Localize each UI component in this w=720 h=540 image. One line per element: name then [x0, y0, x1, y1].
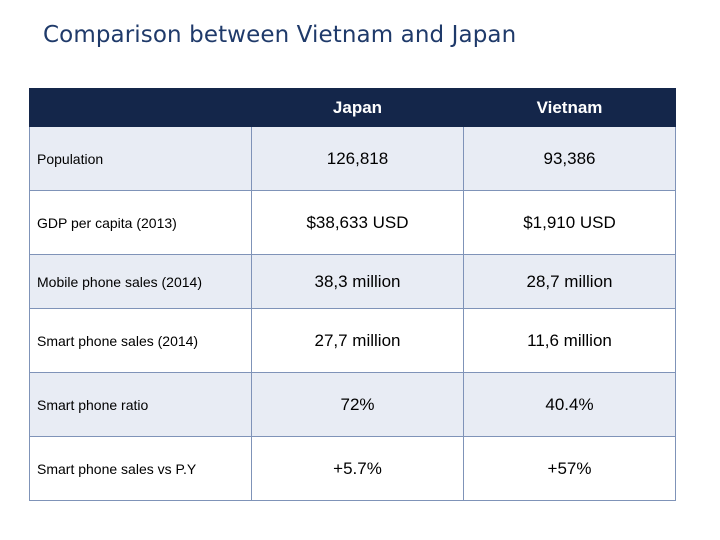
japan-value: $38,633 USD: [251, 190, 464, 255]
japan-value: 126,818: [251, 126, 464, 191]
table-row: Smart phone sales (2014) 27,7 million 11…: [29, 308, 676, 373]
header-vietnam: Vietnam: [463, 88, 676, 127]
row-label: Population: [29, 126, 252, 191]
japan-value: 27,7 million: [251, 308, 464, 373]
row-label: Mobile phone sales (2014): [29, 254, 252, 309]
header-empty-cell: [29, 88, 252, 127]
vietnam-value: 28,7 million: [463, 254, 676, 309]
comparison-table: Japan Vietnam Population 126,818 93,386 …: [29, 88, 676, 501]
row-label: Smart phone sales vs P.Y: [29, 436, 252, 501]
japan-value: 38,3 million: [251, 254, 464, 309]
table-row: GDP per capita (2013) $38,633 USD $1,910…: [29, 190, 676, 255]
vietnam-value: 11,6 million: [463, 308, 676, 373]
vietnam-value: $1,910 USD: [463, 190, 676, 255]
row-label: Smart phone sales (2014): [29, 308, 252, 373]
row-label: Smart phone ratio: [29, 372, 252, 437]
table-row: Mobile phone sales (2014) 38,3 million 2…: [29, 254, 676, 309]
vietnam-value: 93,386: [463, 126, 676, 191]
table-row: Smart phone ratio 72% 40.4%: [29, 372, 676, 437]
table-header-row: Japan Vietnam: [29, 88, 676, 127]
row-label: GDP per capita (2013): [29, 190, 252, 255]
table-row: Population 126,818 93,386: [29, 126, 676, 191]
table-row: Smart phone sales vs P.Y +5.7% +57%: [29, 436, 676, 501]
japan-value: 72%: [251, 372, 464, 437]
vietnam-value: +57%: [463, 436, 676, 501]
japan-value: +5.7%: [251, 436, 464, 501]
slide-title: Comparison between Vietnam and Japan: [43, 22, 517, 48]
vietnam-value: 40.4%: [463, 372, 676, 437]
header-japan: Japan: [251, 88, 464, 127]
